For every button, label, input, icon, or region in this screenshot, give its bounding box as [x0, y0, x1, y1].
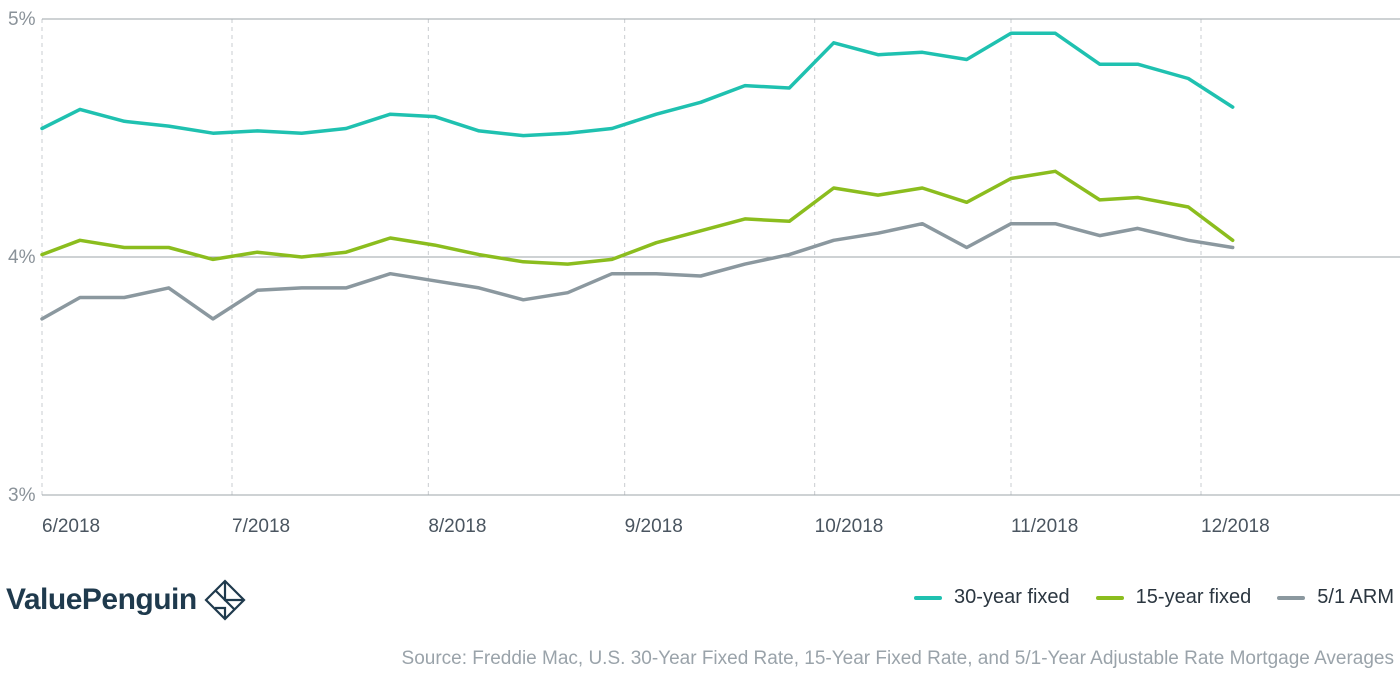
legend-label: 5/1 ARM — [1317, 586, 1394, 608]
diamond-knot-icon — [204, 579, 246, 621]
series-line — [40, 169, 1235, 266]
y-tick-label: 4% — [8, 247, 36, 268]
x-tick-label: 10/2018 — [815, 516, 884, 537]
series-line — [40, 31, 1235, 138]
legend-swatch — [1095, 595, 1124, 600]
x-tick-label: 8/2018 — [428, 516, 486, 537]
chart-legend: 30-year fixed 15-year fixed 5/1 ARM — [888, 586, 1394, 609]
x-tick-label: 9/2018 — [625, 516, 683, 537]
legend-item: 15-year fixed — [1095, 586, 1252, 609]
brand: ValuePenguin — [6, 579, 247, 621]
legend-item: 30-year fixed — [914, 586, 1070, 609]
legend-swatch — [914, 595, 943, 600]
series-line — [40, 221, 1235, 321]
x-tick-label: 12/2018 — [1201, 516, 1270, 537]
legend-label: 15-year fixed — [1135, 586, 1252, 608]
source-note: Source: Freddie Mac, U.S. 30-Year Fixed … — [401, 648, 1394, 669]
legend-label: 30-year fixed — [954, 586, 1070, 608]
y-tick-label: 5% — [8, 9, 36, 30]
legend-swatch — [1277, 595, 1306, 600]
legend-item: 5/1 ARM — [1277, 586, 1394, 609]
x-tick-label: 11/2018 — [1011, 516, 1078, 537]
x-tick-label: 6/2018 — [42, 516, 100, 537]
x-tick-label: 7/2018 — [232, 516, 290, 537]
brand-name: ValuePenguin — [6, 583, 197, 616]
rate-line-chart: 5% 4% 3% 6/2018 7/2018 8/2018 9/2018 10/2018 11/… — [8, 9, 1400, 537]
y-tick-label: 3% — [8, 485, 36, 506]
